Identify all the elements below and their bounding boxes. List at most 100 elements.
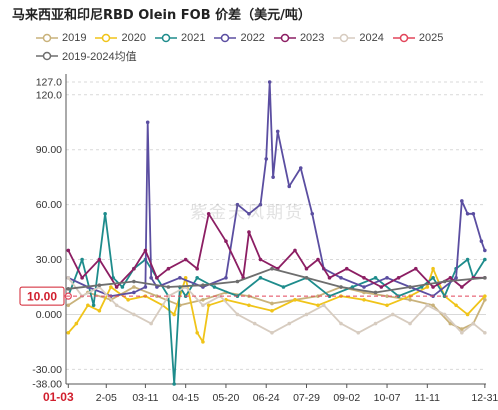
data-point bbox=[86, 285, 90, 289]
data-point bbox=[385, 276, 389, 280]
legend-label: 2023 bbox=[299, 32, 325, 44]
series bbox=[66, 80, 487, 298]
legend-item[interactable]: 2019 bbox=[36, 32, 86, 44]
data-point bbox=[64, 292, 72, 300]
legend-item[interactable]: 2020 bbox=[95, 32, 146, 44]
data-point bbox=[339, 321, 343, 326]
data-point bbox=[66, 287, 71, 291]
data-point bbox=[425, 303, 430, 308]
data-point bbox=[460, 285, 464, 289]
data-point bbox=[132, 266, 136, 271]
data-point bbox=[408, 285, 412, 289]
data-point bbox=[201, 298, 205, 302]
legend-row: 2019 2020 2021 2022 2023 2024 2025 bbox=[36, 29, 486, 47]
data-point bbox=[86, 290, 90, 295]
x-tick-label: 10-07 bbox=[374, 392, 401, 404]
data-point bbox=[224, 298, 228, 302]
x-tick-label: 07-29 bbox=[293, 392, 320, 404]
legend-item[interactable]: 2025 bbox=[392, 32, 443, 44]
data-point bbox=[454, 266, 458, 271]
data-point bbox=[419, 285, 424, 289]
watermark-text: 紫金天风期货 bbox=[190, 203, 304, 223]
data-point bbox=[344, 266, 349, 271]
data-point bbox=[166, 266, 171, 271]
legend-line-icon bbox=[214, 33, 237, 43]
data-point bbox=[247, 303, 251, 308]
data-point bbox=[483, 257, 487, 262]
legend-item[interactable]: 2023 bbox=[273, 32, 325, 44]
data-point bbox=[258, 276, 263, 280]
data-point bbox=[339, 294, 343, 298]
data-point bbox=[431, 276, 435, 280]
data-point bbox=[379, 285, 384, 289]
data-point bbox=[66, 330, 71, 335]
data-point bbox=[270, 266, 274, 271]
series-line bbox=[67, 212, 485, 288]
series bbox=[64, 292, 72, 300]
data-point bbox=[442, 279, 447, 284]
data-point bbox=[454, 303, 458, 308]
data-point bbox=[316, 303, 320, 308]
data-point bbox=[271, 175, 275, 179]
data-point bbox=[66, 294, 71, 298]
data-point bbox=[471, 276, 476, 280]
legend-item[interactable]: 2019-2024均值 bbox=[36, 48, 137, 64]
y-tick-label: -30.00 bbox=[32, 364, 62, 376]
data-point bbox=[66, 276, 71, 280]
data-point bbox=[460, 327, 464, 331]
data-point bbox=[166, 294, 171, 298]
data-point bbox=[270, 330, 274, 335]
x-tick-label: 01-03 bbox=[43, 390, 74, 404]
data-point bbox=[483, 330, 487, 335]
data-point bbox=[195, 276, 199, 280]
data-point bbox=[218, 294, 222, 298]
data-point bbox=[172, 312, 176, 317]
series bbox=[66, 266, 487, 344]
data-point bbox=[275, 129, 280, 134]
x-tick-label: 12-31 bbox=[471, 392, 498, 404]
data-point bbox=[460, 330, 464, 335]
data-point bbox=[235, 312, 240, 317]
data-point bbox=[114, 285, 119, 289]
legend-line-icon bbox=[333, 33, 356, 43]
highlight-tag bbox=[19, 286, 65, 306]
data-point bbox=[143, 248, 148, 253]
data-point bbox=[132, 279, 136, 284]
data-point bbox=[471, 276, 476, 280]
legend-line-icon bbox=[392, 33, 415, 43]
data-point bbox=[145, 120, 150, 125]
data-point bbox=[304, 312, 309, 317]
data-point bbox=[431, 303, 435, 308]
data-point bbox=[373, 276, 378, 280]
data-point bbox=[408, 298, 412, 302]
data-point bbox=[479, 239, 484, 244]
data-point bbox=[267, 80, 272, 84]
data-point bbox=[66, 276, 71, 280]
x-tick-label: 2-05 bbox=[96, 392, 117, 404]
data-point bbox=[362, 290, 366, 295]
data-point bbox=[132, 312, 136, 317]
data-point bbox=[252, 321, 257, 326]
legend-item[interactable]: 2021 bbox=[154, 32, 206, 44]
legend-item[interactable]: 2022 bbox=[214, 32, 265, 44]
data-point bbox=[201, 340, 205, 344]
highlight-y-label: 10.00 bbox=[27, 290, 57, 304]
data-point bbox=[126, 298, 130, 302]
data-point bbox=[304, 276, 309, 280]
series-line bbox=[67, 212, 486, 385]
x-tick-label: 04-15 bbox=[172, 392, 199, 404]
data-point bbox=[109, 294, 113, 298]
legend-line-icon bbox=[273, 33, 296, 43]
data-point bbox=[316, 294, 320, 298]
data-point bbox=[408, 321, 412, 326]
legend: 2019 2020 2021 2022 2023 2024 2025 2019-2024均值 bbox=[36, 29, 486, 65]
legend-label: 2021 bbox=[180, 32, 206, 44]
data-point bbox=[109, 285, 113, 289]
legend-item[interactable]: 2024 bbox=[333, 32, 384, 44]
data-point bbox=[414, 266, 418, 271]
data-point bbox=[201, 285, 205, 289]
data-point bbox=[327, 294, 332, 298]
data-point bbox=[80, 294, 84, 298]
y-tick-label: 120.0 bbox=[36, 89, 62, 101]
data-point bbox=[350, 285, 355, 289]
